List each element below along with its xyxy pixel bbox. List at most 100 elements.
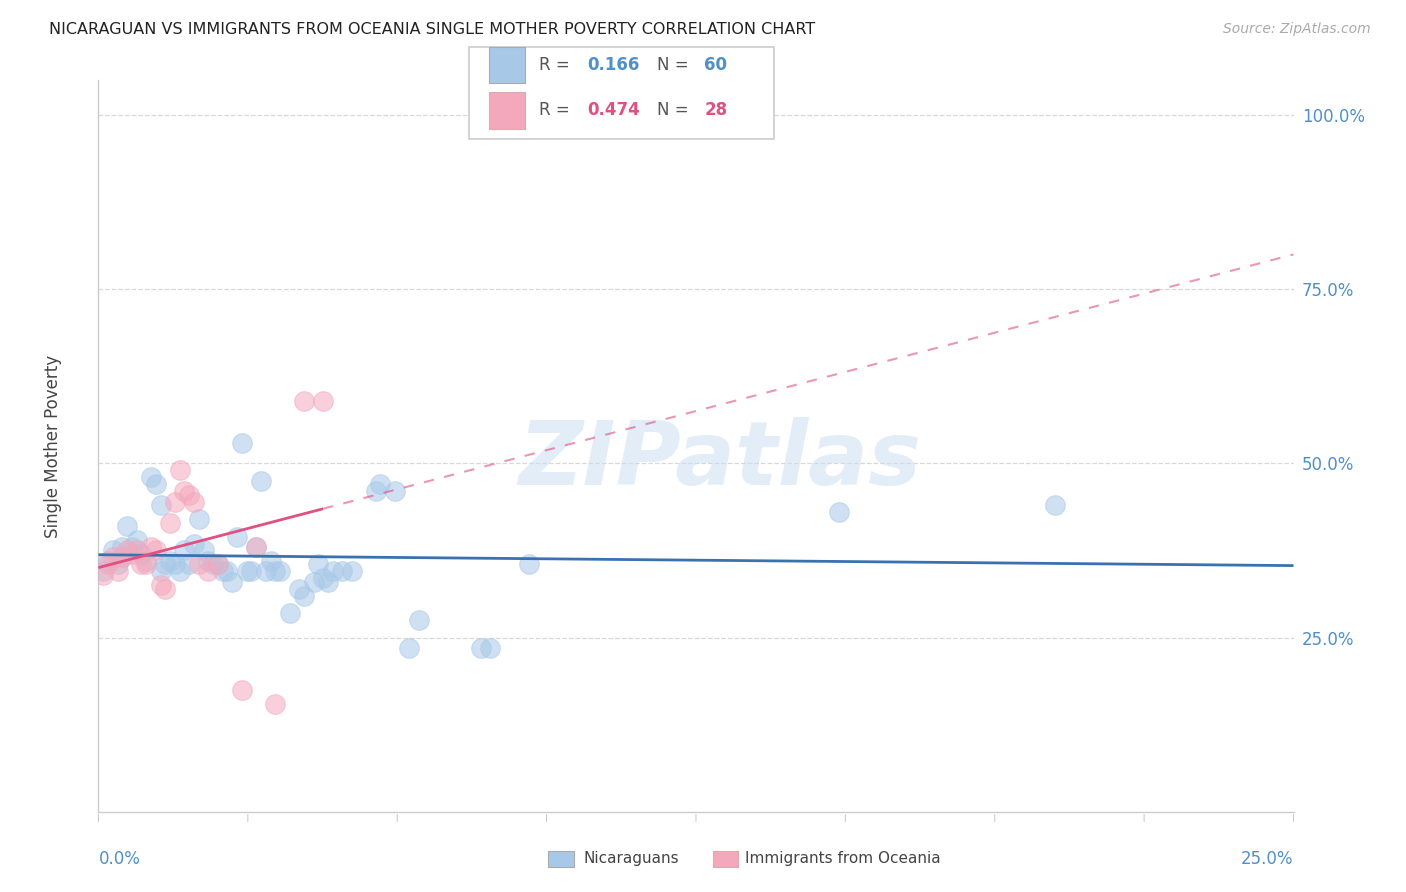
Point xyxy=(125,533,148,547)
Point xyxy=(479,640,502,655)
Point xyxy=(159,554,181,568)
Point xyxy=(288,582,311,596)
Text: N =: N = xyxy=(657,102,693,120)
Text: R =: R = xyxy=(540,56,575,74)
Point xyxy=(125,543,148,558)
FancyBboxPatch shape xyxy=(470,47,773,139)
Point xyxy=(408,613,430,627)
Point xyxy=(828,505,851,519)
Point xyxy=(155,582,177,596)
Point xyxy=(183,536,205,550)
Point xyxy=(250,474,273,488)
Point xyxy=(179,558,201,572)
Point xyxy=(97,554,120,568)
Point xyxy=(302,574,325,589)
Point xyxy=(101,543,124,558)
Point xyxy=(163,558,186,572)
Point xyxy=(316,574,339,589)
Point xyxy=(97,558,120,572)
Point xyxy=(91,565,114,579)
Point xyxy=(155,558,177,572)
Point xyxy=(312,393,335,408)
Point xyxy=(115,519,138,533)
Point xyxy=(101,550,124,565)
Text: 0.0%: 0.0% xyxy=(98,850,141,868)
Point xyxy=(264,697,287,711)
Text: 0.474: 0.474 xyxy=(588,102,640,120)
Point xyxy=(245,540,267,554)
Point xyxy=(217,565,239,579)
Point xyxy=(254,565,277,579)
Point xyxy=(292,589,315,603)
Point xyxy=(149,565,172,579)
Point xyxy=(139,470,162,484)
Point xyxy=(221,574,243,589)
Point xyxy=(131,558,153,572)
Point xyxy=(107,558,129,572)
Text: Nicaraguans: Nicaraguans xyxy=(583,851,679,865)
FancyBboxPatch shape xyxy=(489,92,524,128)
Text: 60: 60 xyxy=(704,56,727,74)
Point xyxy=(111,540,134,554)
Point xyxy=(173,543,195,558)
Point xyxy=(312,571,335,585)
Point xyxy=(145,543,167,558)
Point xyxy=(278,606,301,620)
Text: Immigrants from Oceania: Immigrants from Oceania xyxy=(745,851,941,865)
Point xyxy=(169,463,191,477)
Text: Source: ZipAtlas.com: Source: ZipAtlas.com xyxy=(1223,22,1371,37)
Point xyxy=(340,565,363,579)
Point xyxy=(131,547,153,561)
Point xyxy=(207,558,229,572)
Point xyxy=(183,494,205,508)
Text: 0.166: 0.166 xyxy=(588,56,640,74)
Point xyxy=(231,435,253,450)
Point xyxy=(269,565,291,579)
Point xyxy=(111,550,134,565)
Text: Single Mother Poverty: Single Mother Poverty xyxy=(44,354,62,538)
Point xyxy=(231,682,253,697)
Point xyxy=(169,565,191,579)
Point xyxy=(202,558,225,572)
Point xyxy=(207,558,229,572)
Point xyxy=(193,543,215,558)
Point xyxy=(121,540,143,554)
Text: NICARAGUAN VS IMMIGRANTS FROM OCEANIA SINGLE MOTHER POVERTY CORRELATION CHART: NICARAGUAN VS IMMIGRANTS FROM OCEANIA SI… xyxy=(49,22,815,37)
Point xyxy=(330,565,353,579)
Point xyxy=(226,530,249,544)
Text: ZIPatlas: ZIPatlas xyxy=(519,417,921,504)
Point xyxy=(264,565,287,579)
Point xyxy=(384,484,406,499)
Point xyxy=(159,516,181,530)
Point xyxy=(145,477,167,491)
Point xyxy=(149,498,172,512)
Point xyxy=(197,565,219,579)
Point xyxy=(1043,498,1066,512)
Point xyxy=(187,558,209,572)
Point xyxy=(245,540,267,554)
Point xyxy=(111,550,134,565)
Text: N =: N = xyxy=(657,56,693,74)
Point xyxy=(115,543,138,558)
Point xyxy=(163,494,186,508)
Point xyxy=(307,558,329,572)
Point xyxy=(211,565,233,579)
Point xyxy=(91,567,114,582)
Point xyxy=(235,565,257,579)
FancyBboxPatch shape xyxy=(489,46,524,83)
Text: R =: R = xyxy=(540,102,575,120)
Text: 28: 28 xyxy=(704,102,727,120)
Text: 25.0%: 25.0% xyxy=(1241,850,1294,868)
Point xyxy=(240,565,263,579)
Point xyxy=(121,547,143,561)
Point xyxy=(517,558,540,572)
Point xyxy=(370,477,392,491)
Point xyxy=(322,565,344,579)
Point xyxy=(398,640,420,655)
Point xyxy=(107,565,129,579)
Point xyxy=(259,554,281,568)
Point xyxy=(135,554,157,568)
Point xyxy=(470,640,492,655)
Point xyxy=(139,540,162,554)
Point xyxy=(187,512,209,526)
